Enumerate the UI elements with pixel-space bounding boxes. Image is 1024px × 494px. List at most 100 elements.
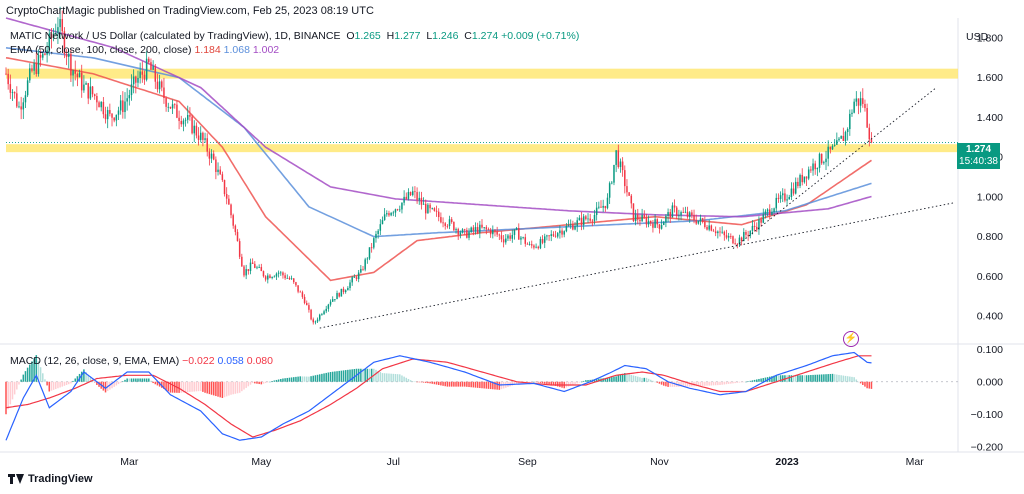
candle-body[interactable] — [55, 33, 57, 34]
candle-body[interactable] — [849, 113, 851, 130]
candle-body[interactable] — [11, 92, 14, 93]
candle-body[interactable] — [156, 81, 159, 90]
candle-body[interactable] — [310, 309, 312, 320]
candle-body[interactable] — [498, 234, 501, 236]
candle-body[interactable] — [375, 234, 377, 239]
candle-body[interactable] — [598, 206, 600, 208]
candle-body[interactable] — [72, 70, 74, 76]
candle-body[interactable] — [80, 72, 83, 91]
candle-body[interactable] — [61, 18, 64, 32]
candle-body[interactable] — [143, 74, 146, 80]
candle-body[interactable] — [403, 196, 405, 203]
candle-body[interactable] — [388, 213, 390, 216]
candle-body[interactable] — [212, 153, 215, 160]
candle-body[interactable] — [693, 214, 695, 221]
candle-body[interactable] — [528, 244, 531, 245]
candle-body[interactable] — [494, 229, 496, 232]
candle-body[interactable] — [238, 241, 241, 257]
candle-body[interactable] — [273, 276, 276, 278]
candle-body[interactable] — [230, 204, 232, 216]
candle-body[interactable] — [351, 277, 353, 283]
candle-body[interactable] — [44, 53, 46, 55]
candle-body[interactable] — [5, 73, 7, 75]
candle-body[interactable] — [727, 236, 730, 238]
candle-body[interactable] — [662, 222, 665, 226]
candle-body[interactable] — [472, 227, 475, 231]
candle-body[interactable] — [660, 225, 663, 229]
candle-body[interactable] — [786, 199, 788, 201]
candle-body[interactable] — [756, 226, 758, 230]
candle-body[interactable] — [163, 87, 165, 98]
candle-body[interactable] — [784, 193, 786, 201]
candle-body[interactable] — [827, 146, 829, 159]
candle-body[interactable] — [113, 117, 115, 121]
candle-body[interactable] — [24, 95, 27, 103]
candle-body[interactable] — [435, 210, 438, 212]
candle-body[interactable] — [357, 272, 360, 280]
candle-body[interactable] — [221, 174, 224, 181]
candle-body[interactable] — [591, 220, 594, 222]
candle-body[interactable] — [379, 224, 382, 231]
candle-body[interactable] — [424, 203, 427, 214]
candle-body[interactable] — [76, 73, 79, 78]
candle-body[interactable] — [199, 132, 202, 140]
candle-body[interactable] — [758, 219, 760, 230]
candle-body[interactable] — [171, 104, 174, 109]
currency-label[interactable]: USD — [966, 31, 989, 43]
lightning-icon[interactable]: ⚡ — [843, 331, 859, 347]
candle-body[interactable] — [399, 209, 401, 211]
candle-body[interactable] — [370, 247, 373, 249]
candle-body[interactable] — [22, 102, 25, 110]
candle-body[interactable] — [42, 53, 44, 58]
candle-body[interactable] — [433, 208, 436, 211]
resistance-zone-1[interactable] — [6, 68, 958, 79]
candle-body[interactable] — [31, 68, 33, 71]
candle-body[interactable] — [182, 120, 185, 125]
candle-body[interactable] — [805, 176, 808, 179]
candle-body[interactable] — [853, 101, 855, 113]
candle-body[interactable] — [251, 262, 254, 264]
candle-body[interactable] — [762, 214, 765, 223]
candle-body[interactable] — [277, 272, 280, 274]
candle-body[interactable] — [422, 203, 425, 205]
candle-body[interactable] — [613, 164, 615, 183]
candle-body[interactable] — [362, 268, 364, 270]
candle-body[interactable] — [751, 225, 754, 231]
candle-body[interactable] — [342, 288, 345, 293]
candle-body[interactable] — [455, 229, 457, 231]
candle-body[interactable] — [580, 217, 583, 225]
candle-body[interactable] — [500, 235, 503, 240]
candle-body[interactable] — [637, 214, 639, 220]
candle-body[interactable] — [688, 212, 691, 218]
candle-body[interactable] — [152, 66, 154, 70]
candle-body[interactable] — [85, 83, 87, 85]
candle-body[interactable] — [360, 268, 362, 273]
candle-body[interactable] — [734, 243, 736, 245]
candle-body[interactable] — [639, 219, 641, 222]
candle-body[interactable] — [667, 212, 669, 216]
candle-body[interactable] — [312, 319, 314, 323]
candle-body[interactable] — [595, 207, 598, 216]
candle-body[interactable] — [383, 214, 386, 221]
candle-body[interactable] — [355, 277, 358, 280]
candle-body[interactable] — [154, 66, 157, 82]
ema-line-ema50[interactable] — [5, 57, 872, 282]
candle-body[interactable] — [615, 150, 617, 165]
candle-body[interactable] — [412, 191, 414, 196]
candle-body[interactable] — [271, 276, 273, 279]
candle-body[interactable] — [148, 58, 150, 63]
candle-body[interactable] — [338, 293, 340, 297]
candle-body[interactable] — [760, 219, 762, 223]
candle-body[interactable] — [502, 239, 505, 243]
candle-body[interactable] — [334, 299, 336, 300]
candle-body[interactable] — [628, 192, 630, 196]
candle-body[interactable] — [275, 273, 278, 277]
candle-body[interactable] — [409, 191, 412, 196]
candle-body[interactable] — [608, 183, 611, 198]
trendline-2[interactable] — [732, 87, 937, 249]
candle-body[interactable] — [576, 220, 578, 227]
candle-body[interactable] — [593, 215, 596, 221]
candle-body[interactable] — [749, 230, 752, 236]
candle-body[interactable] — [725, 235, 728, 238]
candle-body[interactable] — [810, 169, 812, 171]
